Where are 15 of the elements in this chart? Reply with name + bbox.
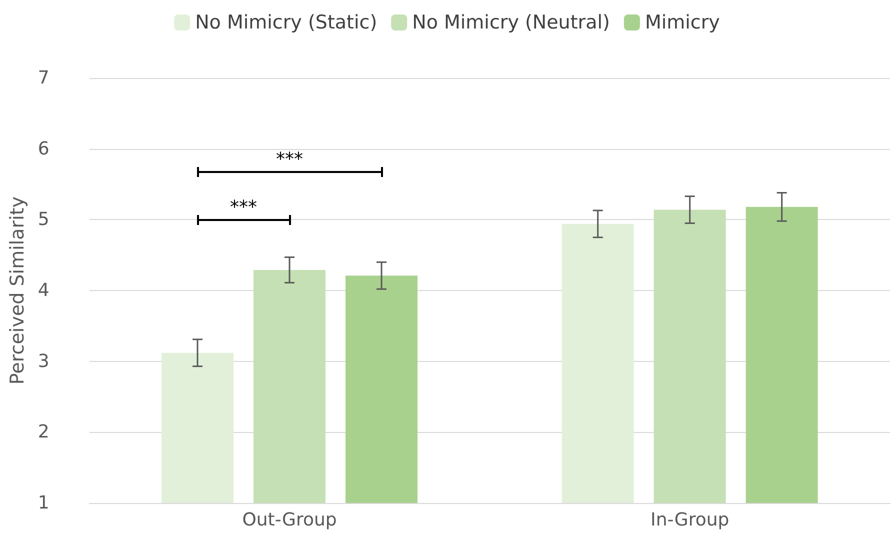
legend-label: No Mimicry (Static)	[195, 12, 378, 34]
annotation: ***	[276, 149, 303, 170]
x-tick-label: Out-Group	[242, 510, 337, 530]
y-tick-label: 3	[38, 350, 50, 372]
y-tick-label: 5	[38, 209, 50, 230]
y-tick-label: 7	[38, 68, 50, 88]
y-axis-title: Perceived Similarity	[6, 196, 28, 385]
y-tick-label: 1	[38, 492, 50, 514]
y-tick-label: 4	[38, 280, 50, 301]
legend-label: Mimicry	[644, 12, 720, 34]
legend-label: No Mimicry (Neutral)	[412, 12, 610, 34]
y-tick-label: 2	[38, 422, 50, 443]
x-tick-label: In-Group	[650, 510, 730, 530]
annotation: ***	[230, 196, 257, 218]
y-tick-label: 6	[38, 138, 50, 160]
